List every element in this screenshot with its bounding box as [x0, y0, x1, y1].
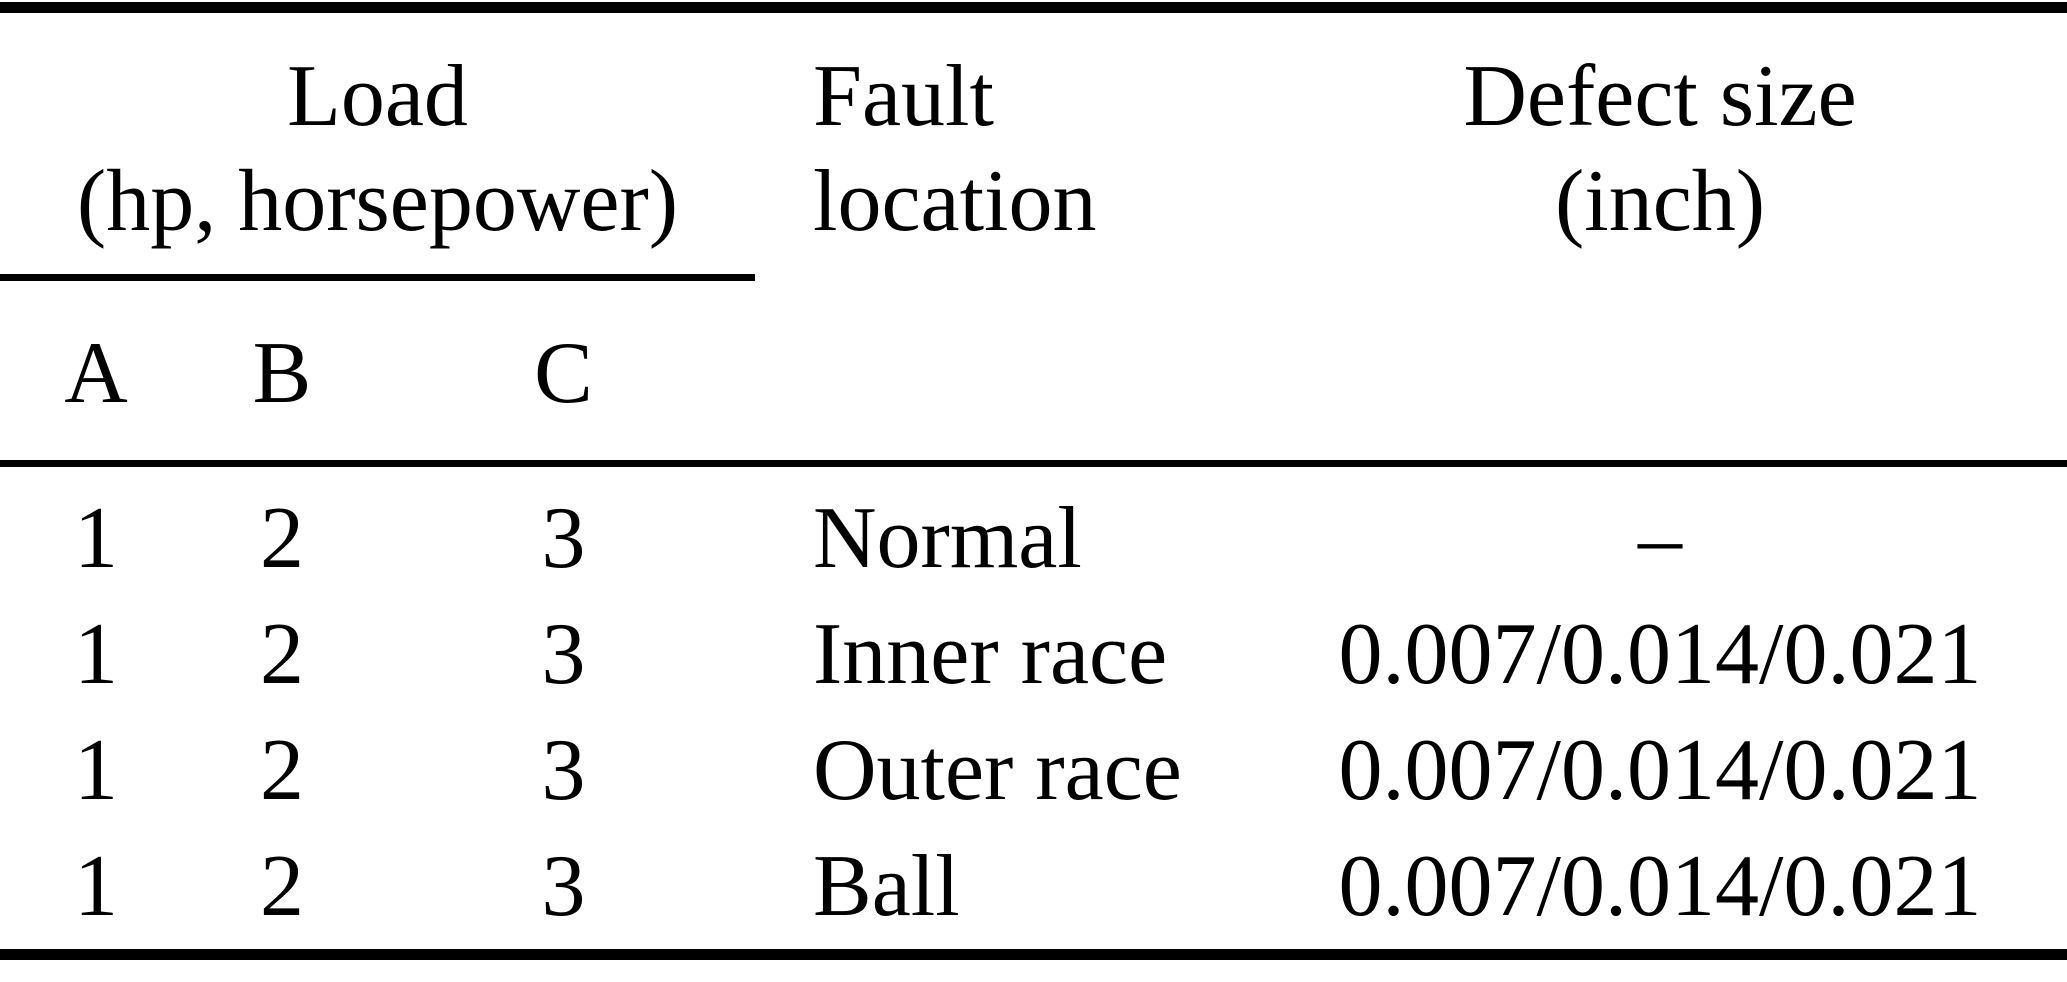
- fault-location-header-line2: location: [813, 153, 1097, 250]
- subheader-c: C: [534, 325, 593, 422]
- cell-load-b: 2: [260, 606, 304, 703]
- load-group-cmidrule: [0, 274, 755, 281]
- cell-load-b: 2: [260, 722, 304, 819]
- load-group-subtitle: (hp, horsepower): [76, 153, 679, 250]
- table-body: 1 2 3 Normal – 1 2 3 Inner race 0.007/0.…: [0, 467, 2067, 945]
- defect-size-header: Defect size (inch): [1290, 14, 2030, 426]
- cell-load-a: 1: [74, 606, 118, 703]
- cell-defect-size: 0.007/0.014/0.021: [1338, 838, 1982, 935]
- header-right-spacer: [2030, 14, 2067, 426]
- table-top-rule: [0, 2, 2067, 13]
- table-row: 1 2 3 Inner race 0.007/0.014/0.021: [0, 597, 2067, 713]
- cell-load-c: 3: [541, 722, 586, 819]
- cell-fault-location: Outer race: [813, 722, 1182, 819]
- cell-fault-location: Ball: [813, 838, 960, 935]
- table-header: Load (hp, horsepower) A B C Fault locati…: [0, 14, 2067, 426]
- table-bottom-rule: [0, 949, 2067, 960]
- cell-load-a: 1: [74, 490, 118, 587]
- table-row: 1 2 3 Normal –: [0, 481, 2067, 597]
- cell-fault-location: Normal: [813, 490, 1082, 587]
- fault-location-header-line1: Fault: [813, 48, 994, 145]
- cell-defect-size: –: [1638, 490, 1682, 587]
- fault-location-header: Fault location: [755, 14, 1290, 426]
- cell-load-c: 3: [541, 606, 586, 703]
- table-mid-rule: [0, 460, 2067, 467]
- defect-size-header-line2: (inch): [1554, 153, 1766, 250]
- cell-load-b: 2: [260, 490, 304, 587]
- table-row: 1 2 3 Outer race 0.007/0.014/0.021: [0, 713, 2067, 829]
- subheader-a: A: [64, 325, 128, 422]
- load-subheader-row: A B C: [0, 321, 755, 426]
- cell-load-b: 2: [260, 838, 304, 935]
- cell-load-c: 3: [541, 490, 586, 587]
- cell-defect-size: 0.007/0.014/0.021: [1338, 606, 1982, 703]
- load-group-title: Load: [287, 48, 468, 145]
- subheader-b: B: [252, 325, 312, 422]
- table-row: 1 2 3 Ball 0.007/0.014/0.021: [0, 829, 2067, 945]
- load-group-header: Load (hp, horsepower) A B C: [0, 14, 755, 426]
- cell-fault-location: Inner race: [813, 606, 1168, 703]
- cell-load-a: 1: [74, 722, 118, 819]
- defect-size-header-line1: Defect size: [1463, 48, 1857, 145]
- cell-load-a: 1: [74, 838, 118, 935]
- cell-defect-size: 0.007/0.014/0.021: [1338, 722, 1982, 819]
- cell-load-c: 3: [541, 838, 586, 935]
